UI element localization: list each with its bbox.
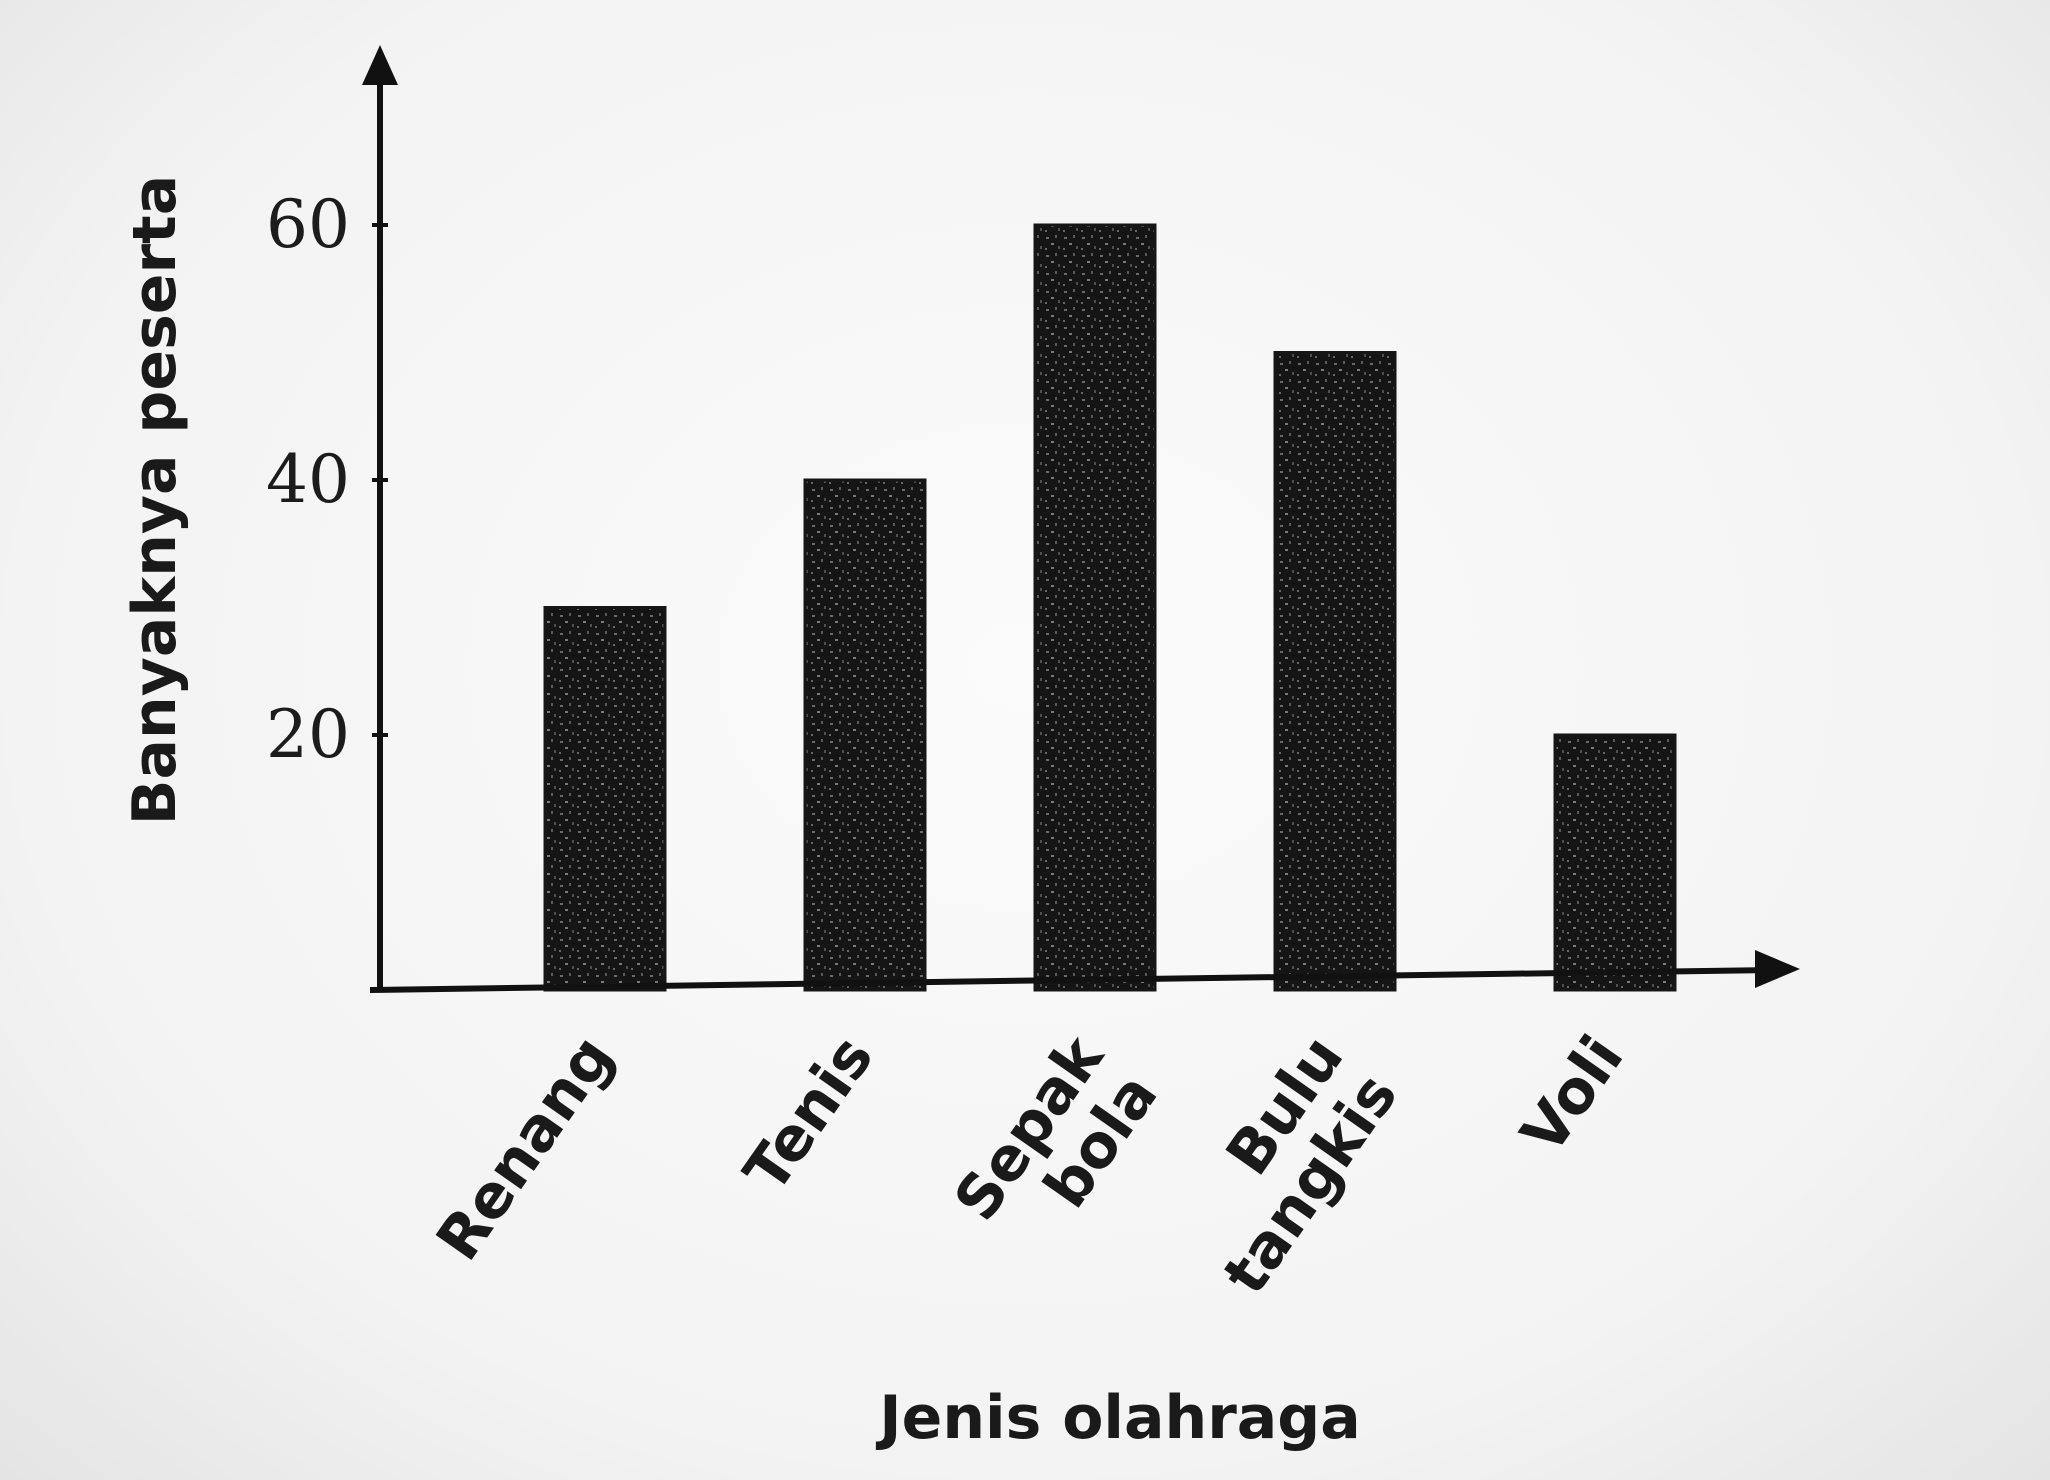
y-axis-label: Banyaknya peserta — [120, 175, 190, 825]
axes-group — [362, 45, 1800, 993]
bar-tenis — [803, 478, 927, 992]
y-ticks-group: 20 40 60 — [266, 186, 388, 773]
x-axis-arrow — [1755, 950, 1800, 988]
x-axis-line — [369, 967, 1776, 993]
category-labels-group: Renang Tenis Sepakbola Bulutangkis Voli — [423, 1022, 1637, 1307]
bar-bulu-tangkis — [1273, 351, 1397, 992]
bars-group — [543, 223, 1677, 992]
x-axis-label: Jenis olahraga — [875, 1383, 1360, 1453]
y-tick-label-40: 40 — [266, 441, 350, 518]
bar-renang — [543, 606, 667, 992]
y-tick-label-20: 20 — [266, 696, 350, 773]
x-tick-label-voli: Voli — [1508, 1023, 1637, 1166]
x-tick-label-renang: Renang — [423, 1023, 627, 1273]
x-tick-label-tenis: Tenis — [731, 1023, 887, 1205]
bar-voli — [1553, 733, 1677, 992]
x-tick-label-sepak-bola: Sepakbola — [941, 1022, 1172, 1271]
bar-sepak-bola — [1033, 223, 1157, 992]
x-tick-label-bulu-tangkis: Bulutangkis — [1156, 1023, 1411, 1307]
y-axis-arrow — [362, 45, 398, 85]
y-tick-label-60: 60 — [266, 186, 350, 263]
